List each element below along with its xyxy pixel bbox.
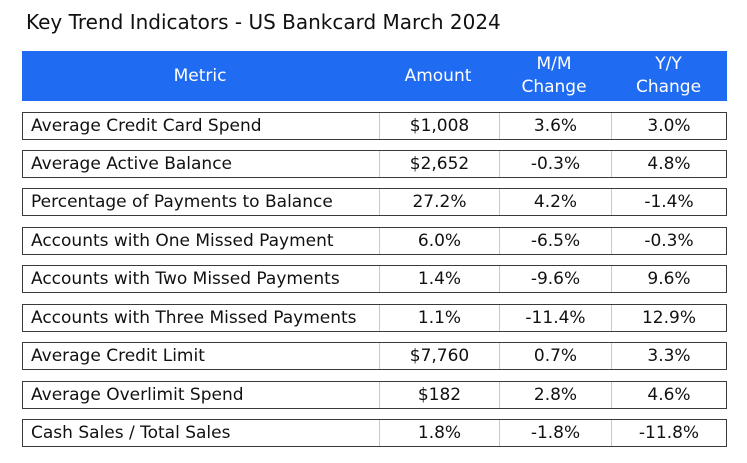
metric-cell: Accounts with Three Missed Payments xyxy=(31,308,357,328)
mm-change-cell: -9.6% xyxy=(499,266,611,292)
table-row: Accounts with Two Missed Payments 1.4% -… xyxy=(22,265,727,293)
header-metric: Metric xyxy=(173,65,227,86)
header-yy-line1: Y/Y xyxy=(655,54,682,74)
header-mm-change: M/M Change xyxy=(498,51,610,101)
mm-change-cell: -0.3% xyxy=(499,151,611,177)
mm-change-cell: 2.8% xyxy=(499,382,611,408)
mm-change-cell: -1.8% xyxy=(499,420,611,446)
yy-change-cell: -0.3% xyxy=(611,228,726,254)
yy-change-cell: 9.6% xyxy=(611,266,726,292)
amount-cell: 6.0% xyxy=(379,228,499,254)
table-header: Metric Amount M/M Change Y/Y Change xyxy=(22,51,727,101)
amount-cell: 1.1% xyxy=(379,305,499,331)
amount-cell: 27.2% xyxy=(379,189,499,215)
amount-cell: $182 xyxy=(379,382,499,408)
yy-change-cell: 3.3% xyxy=(611,343,726,369)
metric-cell: Percentage of Payments to Balance xyxy=(31,192,333,212)
mm-change-cell: 3.6% xyxy=(499,113,611,139)
table-row: Average Active Balance $2,652 -0.3% 4.8% xyxy=(22,150,727,178)
mm-change-cell: -11.4% xyxy=(499,305,611,331)
metric-cell: Average Overlimit Spend xyxy=(31,385,244,405)
header-yy-change: Y/Y Change xyxy=(610,51,727,101)
header-mm-line2: Change xyxy=(521,77,587,97)
yy-change-cell: 4.6% xyxy=(611,382,726,408)
table-row: Accounts with Three Missed Payments 1.1%… xyxy=(22,304,727,332)
header-yy-line2: Change xyxy=(635,77,702,97)
yy-change-cell: 3.0% xyxy=(611,113,726,139)
mm-change-cell: 0.7% xyxy=(499,343,611,369)
metric-cell: Accounts with Two Missed Payments xyxy=(31,269,340,289)
yy-change-cell: -1.4% xyxy=(611,189,726,215)
amount-cell: $7,760 xyxy=(379,343,499,369)
header-mm-line1: M/M xyxy=(536,54,572,74)
page-title: Key Trend Indicators - US Bankcard March… xyxy=(26,10,501,34)
metric-cell: Cash Sales / Total Sales xyxy=(31,423,231,443)
yy-change-cell: 12.9% xyxy=(611,305,726,331)
table-row: Average Credit Limit $7,760 0.7% 3.3% xyxy=(22,342,727,370)
mm-change-cell: 4.2% xyxy=(499,189,611,215)
metric-cell: Average Credit Card Spend xyxy=(31,116,262,136)
mm-change-cell: -6.5% xyxy=(499,228,611,254)
header-amount: Amount xyxy=(404,65,472,86)
metric-cell: Average Active Balance xyxy=(31,154,233,174)
table-row: Percentage of Payments to Balance 27.2% … xyxy=(22,188,727,216)
amount-cell: $1,008 xyxy=(379,113,499,139)
amount-cell: 1.8% xyxy=(379,420,499,446)
yy-change-cell: 4.8% xyxy=(611,151,726,177)
table-row: Cash Sales / Total Sales 1.8% -1.8% -11.… xyxy=(22,419,727,447)
table-row: Average Credit Card Spend $1,008 3.6% 3.… xyxy=(22,112,727,140)
metric-cell: Accounts with One Missed Payment xyxy=(31,231,334,251)
metric-cell: Average Credit Limit xyxy=(31,346,205,366)
amount-cell: $2,652 xyxy=(379,151,499,177)
table-row: Accounts with One Missed Payment 6.0% -6… xyxy=(22,227,727,255)
yy-change-cell: -11.8% xyxy=(611,420,726,446)
table-row: Average Overlimit Spend $182 2.8% 4.6% xyxy=(22,381,727,409)
amount-cell: 1.4% xyxy=(379,266,499,292)
